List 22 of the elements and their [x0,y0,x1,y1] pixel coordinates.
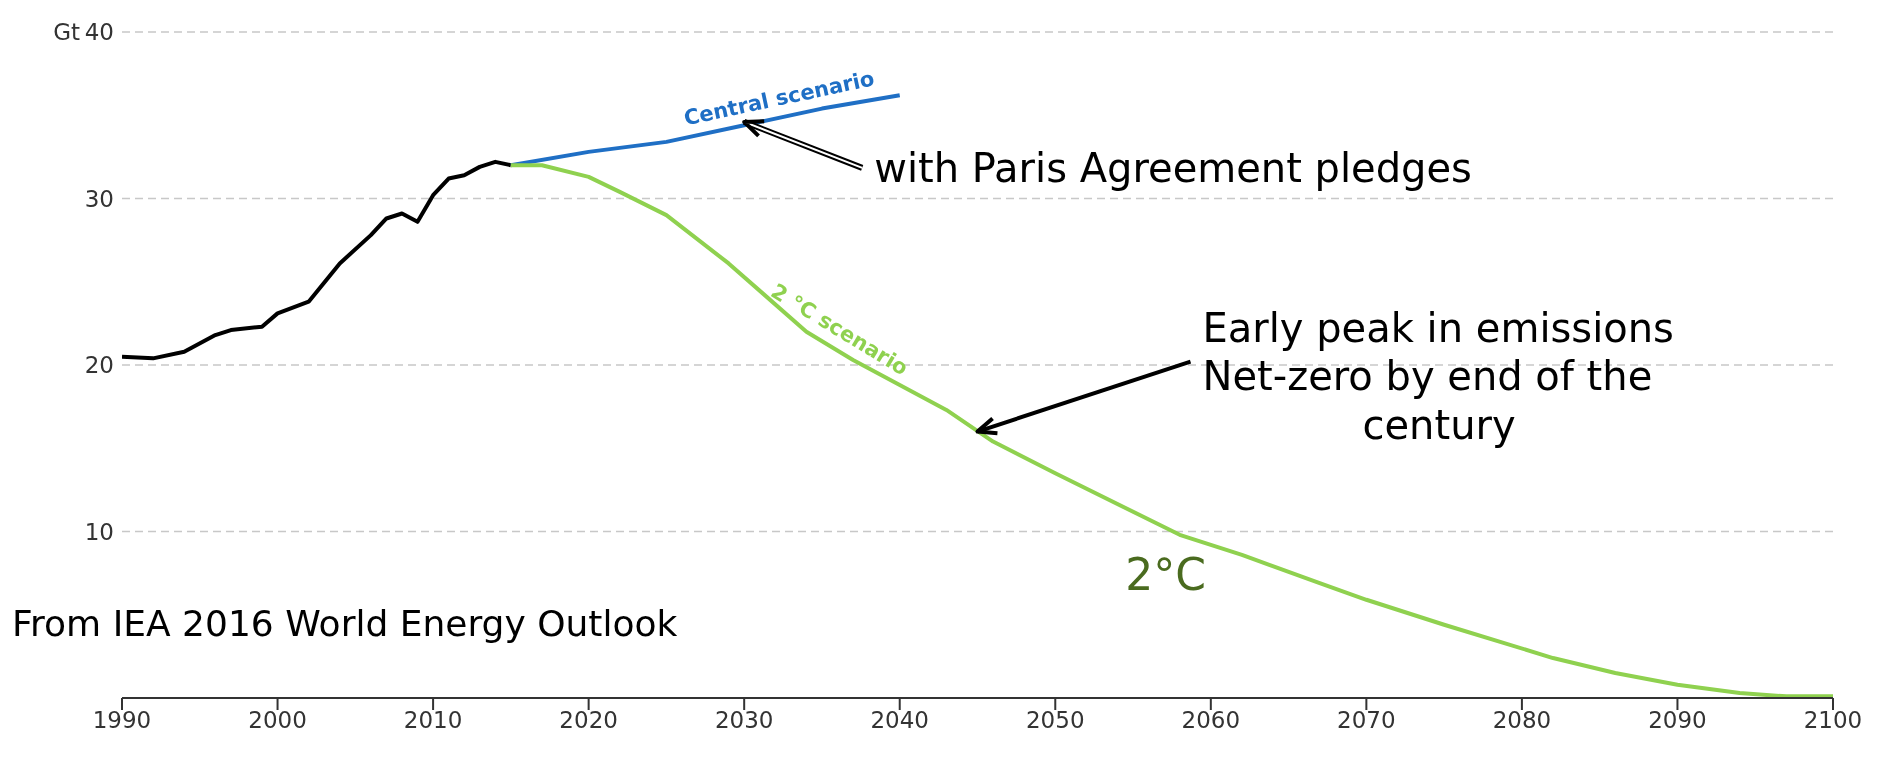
x-tick-label: 2030 [714,707,774,734]
x-tick-label: 2050 [1026,707,1085,734]
annotation: 2°C [1125,548,1206,600]
x-tick-label: 2010 [403,707,463,734]
x-tick-label: 1990 [92,707,152,734]
annotation: From IEA 2016 World Energy Outlook [12,603,678,644]
y-tick-label: 40 [84,19,114,46]
annotation: Early peak in emissions Net-zero by end of the century [1202,304,1674,449]
annotation: with Paris Agreement pledges [874,144,1472,191]
y-tick-label: 30 [84,185,114,212]
x-tick-label: 2080 [1492,707,1552,734]
text: Central scenario [681,66,877,131]
y-axis-title: Gt [53,19,80,45]
x-tick-label: 2090 [1648,707,1707,734]
y-tick-label: 20 [84,352,114,379]
x-tick-label: 2060 [1181,707,1241,734]
x-tick-label: 2100 [1803,707,1863,734]
x-tick-label: 2000 [248,707,307,734]
x-tick-label: 2070 [1337,707,1396,734]
x-tick-label: 2020 [559,707,618,734]
y-tick-label: 10 [84,518,114,545]
x-tick-label: 2040 [870,707,929,734]
